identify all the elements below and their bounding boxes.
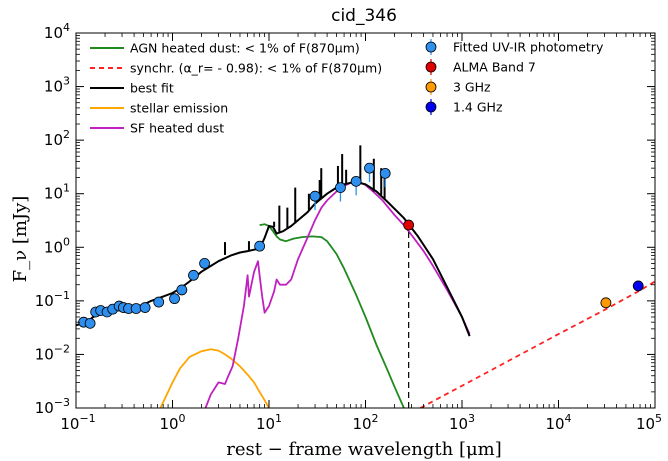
tick-label: 102	[44, 128, 70, 149]
y-axis-title: F_ν [mJy]	[10, 196, 31, 283]
legend-label: 1.4 GHz	[453, 100, 503, 115]
legend-label: ALMA Band 7	[453, 60, 536, 75]
legend: AGN heated dust: < 1% of F(870μm) synchr.…	[90, 39, 604, 136]
photometry-point	[350, 175, 362, 187]
x-axis-title: rest − frame wavelength [μm]	[226, 439, 502, 460]
legend-label: synchr. (α_r= - 0.98): < 1% of F(870μm)	[130, 61, 382, 76]
photometry-point	[130, 303, 142, 314]
photometry-point	[169, 293, 180, 305]
tick-label: 101	[44, 182, 70, 203]
tick-label: 102	[352, 412, 378, 433]
legend-marker	[425, 81, 437, 93]
photometry-point	[139, 302, 151, 313]
tick-label: 100	[159, 412, 185, 433]
chart-title: cid_346	[331, 6, 397, 26]
legend-marker	[425, 61, 437, 73]
photometry-point	[254, 240, 266, 252]
series-sf-heated-dust-line	[204, 180, 471, 408]
tick-label: 10−1	[35, 289, 70, 310]
legend-marker	[425, 101, 437, 113]
tick-label: 10−3	[35, 396, 70, 417]
photometry-point	[364, 162, 375, 174]
tick-label: 104	[44, 21, 70, 42]
legend-label: 3 GHz	[453, 80, 491, 95]
legend-label: stellar emission	[130, 101, 228, 116]
tick-label: 10−2	[35, 342, 70, 363]
ticks-layer	[75, 32, 656, 409]
tick-label: 104	[545, 412, 571, 433]
photometry-point	[199, 258, 210, 269]
legend-label: SF heated dust	[130, 121, 224, 136]
photometry-point	[309, 190, 321, 202]
series-agn-heated-dust-line	[259, 223, 405, 408]
ghz3-point	[600, 297, 612, 309]
photometry-point	[379, 167, 391, 179]
legend-marker	[425, 41, 437, 53]
photometry-point	[335, 182, 346, 194]
tick-label: 103	[449, 412, 475, 433]
photometry-point	[188, 269, 199, 281]
photometry-point	[176, 284, 188, 296]
tick-label: 103	[44, 75, 70, 96]
photometry-point	[84, 317, 96, 329]
tick-label: 101	[256, 412, 282, 433]
series-synchr-line	[419, 280, 655, 408]
points-layer	[78, 162, 644, 329]
tick-label: 105	[636, 412, 662, 433]
photometry-point	[153, 296, 165, 308]
legend-label: best fit	[130, 81, 174, 96]
tick-labels-layer: 10−1 100 101 102 103 104 105 10−3 10−2 10−1 100 101…	[35, 21, 662, 433]
alma-point	[403, 219, 415, 231]
tick-label: 10−1	[60, 412, 95, 433]
tick-label: 100	[44, 235, 70, 256]
series-stellar-emission-line	[159, 348, 270, 408]
legend-label: AGN heated dust: < 1% of F(870μm)	[130, 41, 360, 56]
series-layer	[76, 180, 655, 408]
ghz14-point	[632, 280, 644, 292]
legend-label: Fitted UV-IR photometry	[453, 40, 604, 55]
